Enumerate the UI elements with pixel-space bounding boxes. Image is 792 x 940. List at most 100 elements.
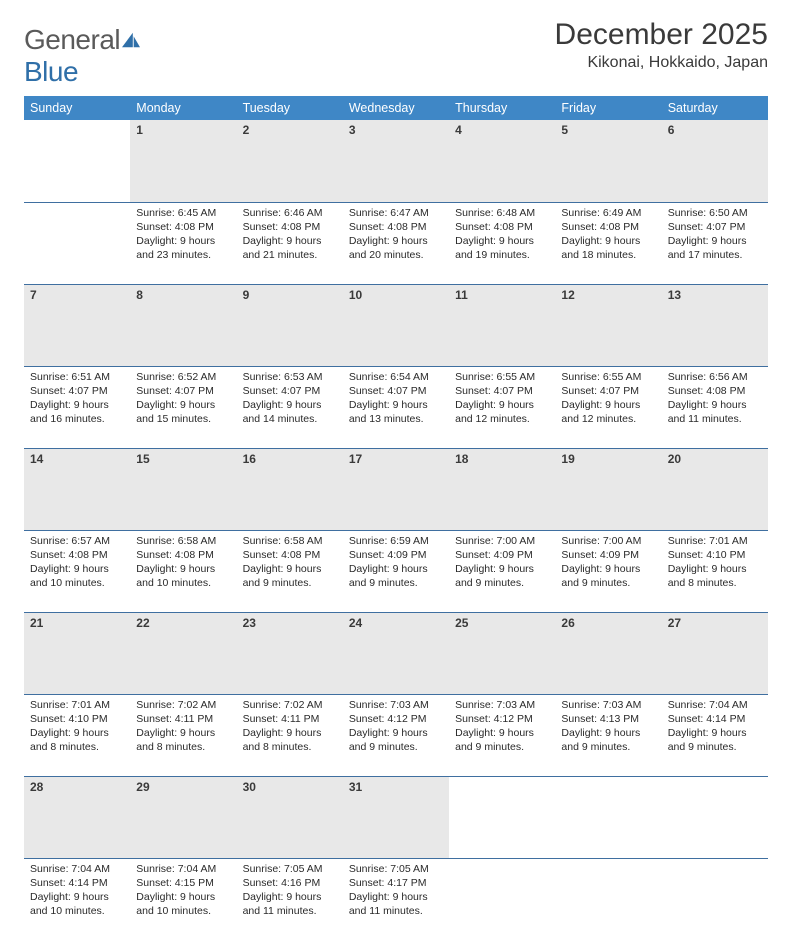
sunrise-line: Sunrise: 6:58 AM bbox=[136, 535, 216, 547]
day-body-cell: Sunrise: 6:55 AMSunset: 4:07 PMDaylight:… bbox=[449, 366, 555, 448]
col-thursday: Thursday bbox=[449, 96, 555, 120]
daylight-line: Daylight: 9 hours and 11 minutes. bbox=[668, 399, 747, 425]
day-number: 24 bbox=[343, 613, 449, 633]
sunrise-line: Sunrise: 6:55 AM bbox=[455, 371, 535, 383]
day-details: Sunrise: 6:48 AM Sunset: 4:08 PM Daylight:… bbox=[449, 203, 555, 267]
day-number-cell: 6 bbox=[662, 120, 768, 202]
day-details: Sunrise: 6:59 AMSunset: 4:09 PMDaylight:… bbox=[343, 531, 449, 595]
daylight-line: Daylight: 9 hours and 8 minutes. bbox=[136, 727, 215, 753]
day-number-row: 78910111213 bbox=[24, 284, 768, 366]
sunrise-line: Sunrise: 6:50 AM bbox=[668, 207, 748, 219]
day-number: 5 bbox=[555, 120, 661, 140]
day-body-cell: Sunrise: 7:04 AMSunset: 4:15 PMDaylight:… bbox=[130, 858, 236, 940]
sunset-line: Sunset: 4:12 PM bbox=[349, 713, 427, 725]
day-number: 19 bbox=[555, 449, 661, 469]
sunset-line: Sunset: 4:14 PM bbox=[668, 713, 746, 725]
day-body-cell: Sunrise: 6:48 AM Sunset: 4:08 PM Daylight:… bbox=[449, 202, 555, 284]
day-number-cell: 19 bbox=[555, 448, 661, 530]
day-body-cell: Sunrise: 7:00 AMSunset: 4:09 PMDaylight:… bbox=[449, 530, 555, 612]
sunset-line: Sunset: 4:16 PM bbox=[243, 877, 321, 889]
day-number-cell: 4 bbox=[449, 120, 555, 202]
daylight-line: Daylight: 9 hours and 12 minutes. bbox=[561, 399, 640, 425]
title-block: December 2025 Kikonai, Hokkaido, Japan bbox=[555, 18, 768, 72]
day-number-cell: 2 bbox=[237, 120, 343, 202]
day-body-cell: Sunrise: 7:01 AMSunset: 4:10 PMDaylight:… bbox=[24, 694, 130, 776]
day-details: Sunrise: 7:04 AMSunset: 4:14 PMDaylight:… bbox=[662, 695, 768, 759]
sunset-line: Sunset: 4:07 PM bbox=[30, 385, 108, 397]
daylight-line: Daylight: 9 hours and 9 minutes. bbox=[349, 563, 428, 589]
daylight-line: Daylight: 9 hours and 9 minutes. bbox=[561, 563, 640, 589]
day-number-cell: 23 bbox=[237, 612, 343, 694]
day-number-cell: 5 bbox=[555, 120, 661, 202]
day-number-cell bbox=[24, 120, 130, 202]
day-number-cell: 17 bbox=[343, 448, 449, 530]
day-number: 31 bbox=[343, 777, 449, 797]
day-details: Sunrise: 6:52 AMSunset: 4:07 PMDaylight:… bbox=[130, 367, 236, 431]
day-number: 14 bbox=[24, 449, 130, 469]
day-number: 30 bbox=[237, 777, 343, 797]
sunrise-line: Sunrise: 6:48 AM bbox=[455, 207, 535, 219]
day-number-cell: 26 bbox=[555, 612, 661, 694]
day-details: Sunrise: 7:04 AMSunset: 4:15 PMDaylight:… bbox=[130, 859, 236, 923]
day-details bbox=[24, 203, 130, 210]
daylight-line: Daylight: 9 hours and 20 minutes. bbox=[349, 235, 428, 261]
day-number-cell: 21 bbox=[24, 612, 130, 694]
sail-icon bbox=[120, 31, 142, 49]
day-number: 11 bbox=[449, 285, 555, 305]
day-number: 27 bbox=[662, 613, 768, 633]
day-details bbox=[662, 859, 768, 866]
day-number-cell: 1 bbox=[130, 120, 236, 202]
day-details: Sunrise: 7:02 AMSunset: 4:11 PMDaylight:… bbox=[237, 695, 343, 759]
sunset-line: Sunset: 4:09 PM bbox=[455, 549, 533, 561]
day-number-cell: 3 bbox=[343, 120, 449, 202]
day-number-cell: 16 bbox=[237, 448, 343, 530]
sunrise-line: Sunrise: 6:57 AM bbox=[30, 535, 110, 547]
day-body-cell: Sunrise: 7:04 AMSunset: 4:14 PMDaylight:… bbox=[662, 694, 768, 776]
sunrise-line: Sunrise: 6:54 AM bbox=[349, 371, 429, 383]
day-body-cell: Sunrise: 6:58 AMSunset: 4:08 PMDaylight:… bbox=[130, 530, 236, 612]
daylight-line: Daylight: 9 hours and 8 minutes. bbox=[243, 727, 322, 753]
day-details: Sunrise: 7:03 AMSunset: 4:12 PMDaylight:… bbox=[449, 695, 555, 759]
day-number: 15 bbox=[130, 449, 236, 469]
sunrise-line: Sunrise: 6:45 AM bbox=[136, 207, 216, 219]
day-body-cell bbox=[449, 858, 555, 940]
sunrise-line: Sunrise: 7:02 AM bbox=[243, 699, 323, 711]
day-body-cell: Sunrise: 6:54 AMSunset: 4:07 PMDaylight:… bbox=[343, 366, 449, 448]
day-number: 4 bbox=[449, 120, 555, 140]
day-number-cell: 18 bbox=[449, 448, 555, 530]
daylight-line: Daylight: 9 hours and 10 minutes. bbox=[136, 563, 215, 589]
day-number-cell: 25 bbox=[449, 612, 555, 694]
sunset-line: Sunset: 4:11 PM bbox=[136, 713, 213, 725]
day-details: Sunrise: 7:05 AMSunset: 4:17 PMDaylight:… bbox=[343, 859, 449, 923]
day-body-cell: Sunrise: 6:55 AMSunset: 4:07 PMDaylight:… bbox=[555, 366, 661, 448]
sunset-line: Sunset: 4:08 PM bbox=[455, 221, 533, 233]
sunset-line: Sunset: 4:15 PM bbox=[136, 877, 214, 889]
day-number: 13 bbox=[662, 285, 768, 305]
sunset-line: Sunset: 4:10 PM bbox=[668, 549, 746, 561]
day-body-cell: Sunrise: 7:03 AMSunset: 4:12 PMDaylight:… bbox=[449, 694, 555, 776]
day-details: Sunrise: 6:47 AMSunset: 4:08 PMDaylight:… bbox=[343, 203, 449, 267]
daylight-line: Daylight: 9 hours and 9 minutes. bbox=[668, 727, 747, 753]
day-body-cell: Sunrise: 6:51 AMSunset: 4:07 PMDaylight:… bbox=[24, 366, 130, 448]
sunrise-line: Sunrise: 6:47 AM bbox=[349, 207, 429, 219]
daylight-line: Daylight: 9 hours and 17 minutes. bbox=[668, 235, 747, 261]
col-friday: Friday bbox=[555, 96, 661, 120]
day-body-cell: Sunrise: 7:02 AMSunset: 4:11 PMDaylight:… bbox=[130, 694, 236, 776]
day-body-cell: Sunrise: 7:03 AMSunset: 4:12 PMDaylight:… bbox=[343, 694, 449, 776]
day-details: Sunrise: 7:00 AMSunset: 4:09 PMDaylight:… bbox=[555, 531, 661, 595]
sunrise-line: Sunrise: 6:55 AM bbox=[561, 371, 641, 383]
sunset-line: Sunset: 4:10 PM bbox=[30, 713, 108, 725]
day-number bbox=[449, 777, 555, 783]
daylight-line: Daylight: 9 hours and 19 minutes. bbox=[455, 235, 534, 261]
daylight-line: Daylight: 9 hours and 23 minutes. bbox=[136, 235, 215, 261]
daylight-line: Daylight: 9 hours and 10 minutes. bbox=[136, 891, 215, 917]
day-number: 6 bbox=[662, 120, 768, 140]
day-body-cell: Sunrise: 7:02 AMSunset: 4:11 PMDaylight:… bbox=[237, 694, 343, 776]
day-details: Sunrise: 6:45 AMSunset: 4:08 PMDaylight:… bbox=[130, 203, 236, 267]
day-body-cell bbox=[662, 858, 768, 940]
day-body-row: Sunrise: 6:51 AMSunset: 4:07 PMDaylight:… bbox=[24, 366, 768, 448]
day-number bbox=[555, 777, 661, 783]
month-title: December 2025 bbox=[555, 18, 768, 52]
day-details: Sunrise: 7:04 AMSunset: 4:14 PMDaylight:… bbox=[24, 859, 130, 923]
day-body-cell: Sunrise: 6:57 AMSunset: 4:08 PMDaylight:… bbox=[24, 530, 130, 612]
